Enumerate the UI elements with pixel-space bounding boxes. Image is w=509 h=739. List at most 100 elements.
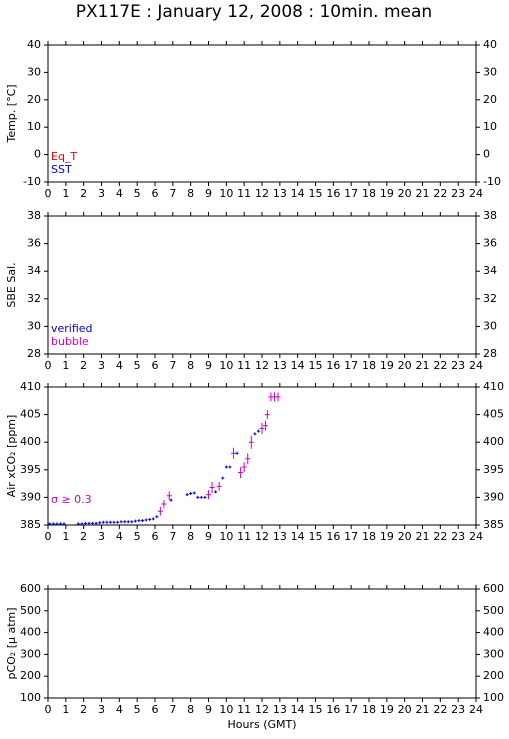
error-point xyxy=(241,462,247,473)
x-tick-label: 1 xyxy=(62,187,69,200)
point xyxy=(137,519,141,523)
error-point xyxy=(264,410,270,420)
y-tick-label: 36 xyxy=(483,237,497,250)
y-tick-label: 30 xyxy=(27,319,41,332)
y-tick-label: 38 xyxy=(27,209,41,222)
x-tick-label: 24 xyxy=(469,703,483,716)
y-tick-label: 300 xyxy=(483,647,504,660)
y-tick-label: 28 xyxy=(483,347,497,360)
x-tick-label: 22 xyxy=(433,359,447,372)
x-tick-label: 7 xyxy=(169,530,176,543)
y-tick-label: 30 xyxy=(483,65,497,78)
x-tick-label: 16 xyxy=(326,359,340,372)
legend-entry: verified xyxy=(51,322,93,335)
y-tick-label: 40 xyxy=(27,38,41,51)
x-tick-label: 0 xyxy=(45,187,52,200)
y-tick-label: 400 xyxy=(483,626,504,639)
point xyxy=(87,521,91,525)
y-tick-label: 34 xyxy=(27,264,41,277)
x-tick-label: 9 xyxy=(205,530,212,543)
y-tick-label: 36 xyxy=(27,237,41,250)
x-tick-label: 14 xyxy=(291,530,305,543)
x-tick-label: 13 xyxy=(273,703,287,716)
x-tick-label: 19 xyxy=(380,703,394,716)
x-tick-label: 17 xyxy=(344,703,358,716)
x-tick-label: 14 xyxy=(291,703,305,716)
x-tick-label: 9 xyxy=(205,703,212,716)
point xyxy=(148,517,152,521)
error-point xyxy=(238,467,244,479)
y-tick-label: 385 xyxy=(483,518,504,531)
legend-entry: σ ≥ 0.3 xyxy=(51,493,92,506)
y-tick-label: 28 xyxy=(27,347,41,360)
x-tick-label: 23 xyxy=(451,530,465,543)
y-tick-label: 10 xyxy=(483,120,497,133)
point xyxy=(185,493,189,497)
x-tick-label: 14 xyxy=(291,359,305,372)
legend-entry: bubble xyxy=(51,335,89,348)
x-tick-label: 3 xyxy=(98,703,105,716)
x-tick-label: 3 xyxy=(98,359,105,372)
x-tick-label: 0 xyxy=(45,359,52,372)
point xyxy=(119,520,123,524)
x-tick-label: 23 xyxy=(451,359,465,372)
legend-entry: SST xyxy=(51,163,72,176)
x-axis-label: Hours (GMT) xyxy=(227,718,296,731)
x-tick-label: 19 xyxy=(380,359,394,372)
x-tick-label: 10 xyxy=(219,359,233,372)
y-tick-label: 200 xyxy=(20,669,41,682)
x-tick-label: 11 xyxy=(237,187,251,200)
x-tick-label: 12 xyxy=(255,359,269,372)
x-tick-label: 0 xyxy=(45,530,52,543)
point xyxy=(256,429,260,433)
x-tick-label: 20 xyxy=(398,703,412,716)
x-tick-label: 14 xyxy=(291,187,305,200)
y-tick-label: 500 xyxy=(20,604,41,617)
y-tick-label: -10 xyxy=(483,175,501,188)
point xyxy=(189,492,193,496)
y-tick-label: 40 xyxy=(483,38,497,51)
x-tick-label: 6 xyxy=(152,359,159,372)
error-point xyxy=(230,447,236,459)
legend-entry: Eq_T xyxy=(51,150,77,163)
point xyxy=(58,522,62,526)
x-tick-label: 8 xyxy=(187,187,194,200)
x-tick-label: 20 xyxy=(398,187,412,200)
plot-frame xyxy=(47,386,477,526)
x-tick-label: 17 xyxy=(344,187,358,200)
x-tick-label: 9 xyxy=(205,359,212,372)
x-tick-label: 2 xyxy=(80,703,87,716)
point xyxy=(83,521,87,525)
x-tick-label: 11 xyxy=(237,703,251,716)
x-tick-label: 13 xyxy=(273,359,287,372)
x-tick-label: 4 xyxy=(116,359,123,372)
plot-frame xyxy=(47,44,477,183)
x-tick-label: 4 xyxy=(116,187,123,200)
point xyxy=(55,522,59,526)
y-axis-label: SBE Sal. xyxy=(5,262,18,307)
plot-frame xyxy=(47,588,477,699)
error-point xyxy=(263,420,269,431)
x-tick-label: 24 xyxy=(469,359,483,372)
x-tick-label: 3 xyxy=(98,530,105,543)
point xyxy=(76,522,80,526)
y-tick-label: 0 xyxy=(483,148,490,161)
x-tick-label: 7 xyxy=(169,359,176,372)
x-tick-label: 16 xyxy=(326,530,340,543)
point xyxy=(94,521,98,525)
y-tick-label: 34 xyxy=(483,264,497,277)
point xyxy=(214,490,218,494)
point xyxy=(203,495,207,499)
point xyxy=(169,498,173,502)
x-tick-label: 21 xyxy=(416,359,430,372)
x-tick-label: 7 xyxy=(169,187,176,200)
y-tick-label: 20 xyxy=(27,93,41,106)
point xyxy=(199,495,203,499)
y-tick-label: 100 xyxy=(20,691,41,704)
point xyxy=(98,521,102,525)
plot-frame xyxy=(47,215,477,355)
x-tick-label: 22 xyxy=(433,530,447,543)
x-tick-label: 21 xyxy=(416,530,430,543)
y-tick-label: 400 xyxy=(483,435,504,448)
